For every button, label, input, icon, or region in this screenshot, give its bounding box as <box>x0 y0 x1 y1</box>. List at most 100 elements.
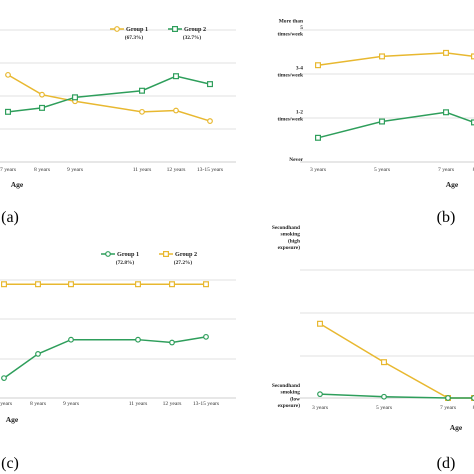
data-point <box>173 73 180 80</box>
y-tick-line: times/week <box>278 32 303 38</box>
data-point <box>35 351 41 357</box>
y-tick-line: times/week <box>278 116 303 122</box>
data-point <box>67 281 74 288</box>
y-tick-label: 3-4 times/week <box>278 66 304 79</box>
data-point <box>68 336 74 343</box>
data-point <box>317 320 324 327</box>
data-point <box>315 134 322 141</box>
y-tick-line: exposure) <box>278 244 301 251</box>
data-point <box>173 107 179 114</box>
panel-label: (a) <box>1 209 19 226</box>
chart-panel-4: Secondhand smoking (high exposure)Secondhan… <box>272 225 474 472</box>
data-point <box>1 375 7 381</box>
legend-label: Group 2 <box>184 26 206 33</box>
data-point <box>38 104 45 111</box>
y-tick-label: More than 5 times/week <box>278 18 304 37</box>
x-axis-title: Age <box>11 180 24 189</box>
x-axis-title: Age <box>446 180 459 189</box>
x-tick-label: 13-15 years <box>193 401 219 407</box>
data-point <box>1 281 8 288</box>
data-point <box>443 109 450 116</box>
data-point <box>203 333 209 340</box>
x-tick-label: 8 years <box>34 167 50 173</box>
x-tick-label: 3 years <box>312 405 328 411</box>
x-tick-label: 7 years <box>0 401 12 407</box>
x-tick-label: 9 years <box>63 401 79 407</box>
y-tick-line: smoking <box>281 390 301 396</box>
legend-percent: (72.8%) <box>116 259 135 266</box>
data-point <box>443 49 450 56</box>
x-tick-label: 9 years <box>67 167 83 173</box>
data-point <box>4 108 12 115</box>
x-tick-label: 7 years <box>0 167 16 173</box>
data-point <box>139 87 146 94</box>
x-tick-label: 5 years <box>376 405 392 411</box>
legend-label: Group 1 <box>117 251 139 258</box>
series-line-1 <box>319 323 474 399</box>
data-point <box>445 395 451 401</box>
data-point <box>471 53 474 60</box>
data-point <box>135 281 142 288</box>
x-tick-label: 11 years <box>133 167 152 173</box>
x-tick-label: 3 years <box>310 167 326 173</box>
y-tick-label: Never <box>289 157 303 163</box>
data-point <box>71 94 78 101</box>
x-tick-label: 8 <box>473 405 474 411</box>
data-point <box>381 393 387 400</box>
data-point <box>203 281 210 288</box>
legend-label: Group 2 <box>175 251 197 258</box>
legend-percent: (67.3%) <box>125 34 144 41</box>
series-line-2 <box>319 393 474 399</box>
y-tick-label: 1-2 times/week <box>278 110 304 123</box>
y-tick-line: (high <box>288 237 300 244</box>
x-axis-title: Age <box>450 423 463 432</box>
x-tick-label: 5 years <box>374 167 390 173</box>
data-point <box>139 108 145 115</box>
x-tick-label: 7 years <box>438 167 454 173</box>
legend-swatch-marker <box>114 26 120 32</box>
y-tick-line: times/week <box>278 72 303 78</box>
legend-swatch-marker <box>163 251 170 258</box>
series-line-1 <box>3 336 207 379</box>
legend-percent: (32.7%) <box>183 34 202 41</box>
data-point <box>34 281 41 288</box>
y-tick-line: Never <box>289 157 303 163</box>
x-tick-label: 13-15 years <box>197 167 223 173</box>
panel-label: (b) <box>437 209 456 226</box>
data-point <box>471 119 474 126</box>
series-line-2 <box>7 75 211 113</box>
x-tick-label: 12 years <box>167 167 186 173</box>
x-axis-title: Age <box>6 415 19 424</box>
chart-panel-1: 7 years 8 years 9 years 11 years 12 years 13-… <box>0 26 236 226</box>
x-tick-label: 12 years <box>163 401 182 407</box>
y-tick-line: 1-2 <box>296 110 303 116</box>
data-point <box>317 391 323 398</box>
data-point <box>379 118 386 125</box>
y-tick-label: Secondhand smoking (high exposure) <box>272 225 300 251</box>
y-tick-label: Secondhand smoking (low exposure) <box>272 383 300 409</box>
data-point <box>315 62 322 69</box>
y-tick-line: (low <box>290 395 300 402</box>
data-point <box>207 118 213 124</box>
y-tick-line: Secondhand <box>272 225 300 231</box>
data-point <box>379 53 386 60</box>
y-tick-line: 5 <box>300 25 303 31</box>
x-tick-label: 8 <box>473 167 474 173</box>
y-tick-line: Secondhand <box>272 383 300 389</box>
y-tick-line: exposure) <box>278 402 301 409</box>
legend-percent: (27.2%) <box>174 259 193 266</box>
data-point <box>207 81 214 88</box>
x-tick-label: 7 years <box>440 405 456 411</box>
y-tick-line: 3-4 <box>296 66 303 72</box>
y-tick-line: More than <box>279 18 303 24</box>
data-point <box>39 91 45 98</box>
data-point <box>471 395 474 401</box>
data-point <box>135 336 141 343</box>
chart-panel-3: 7 years 8 years 9 years 11 years 12 years 13-… <box>0 251 236 472</box>
series-line-1 <box>317 52 474 66</box>
series-line-2 <box>317 111 474 139</box>
panel-label: (d) <box>437 455 456 472</box>
legend-swatch-marker <box>105 251 111 257</box>
